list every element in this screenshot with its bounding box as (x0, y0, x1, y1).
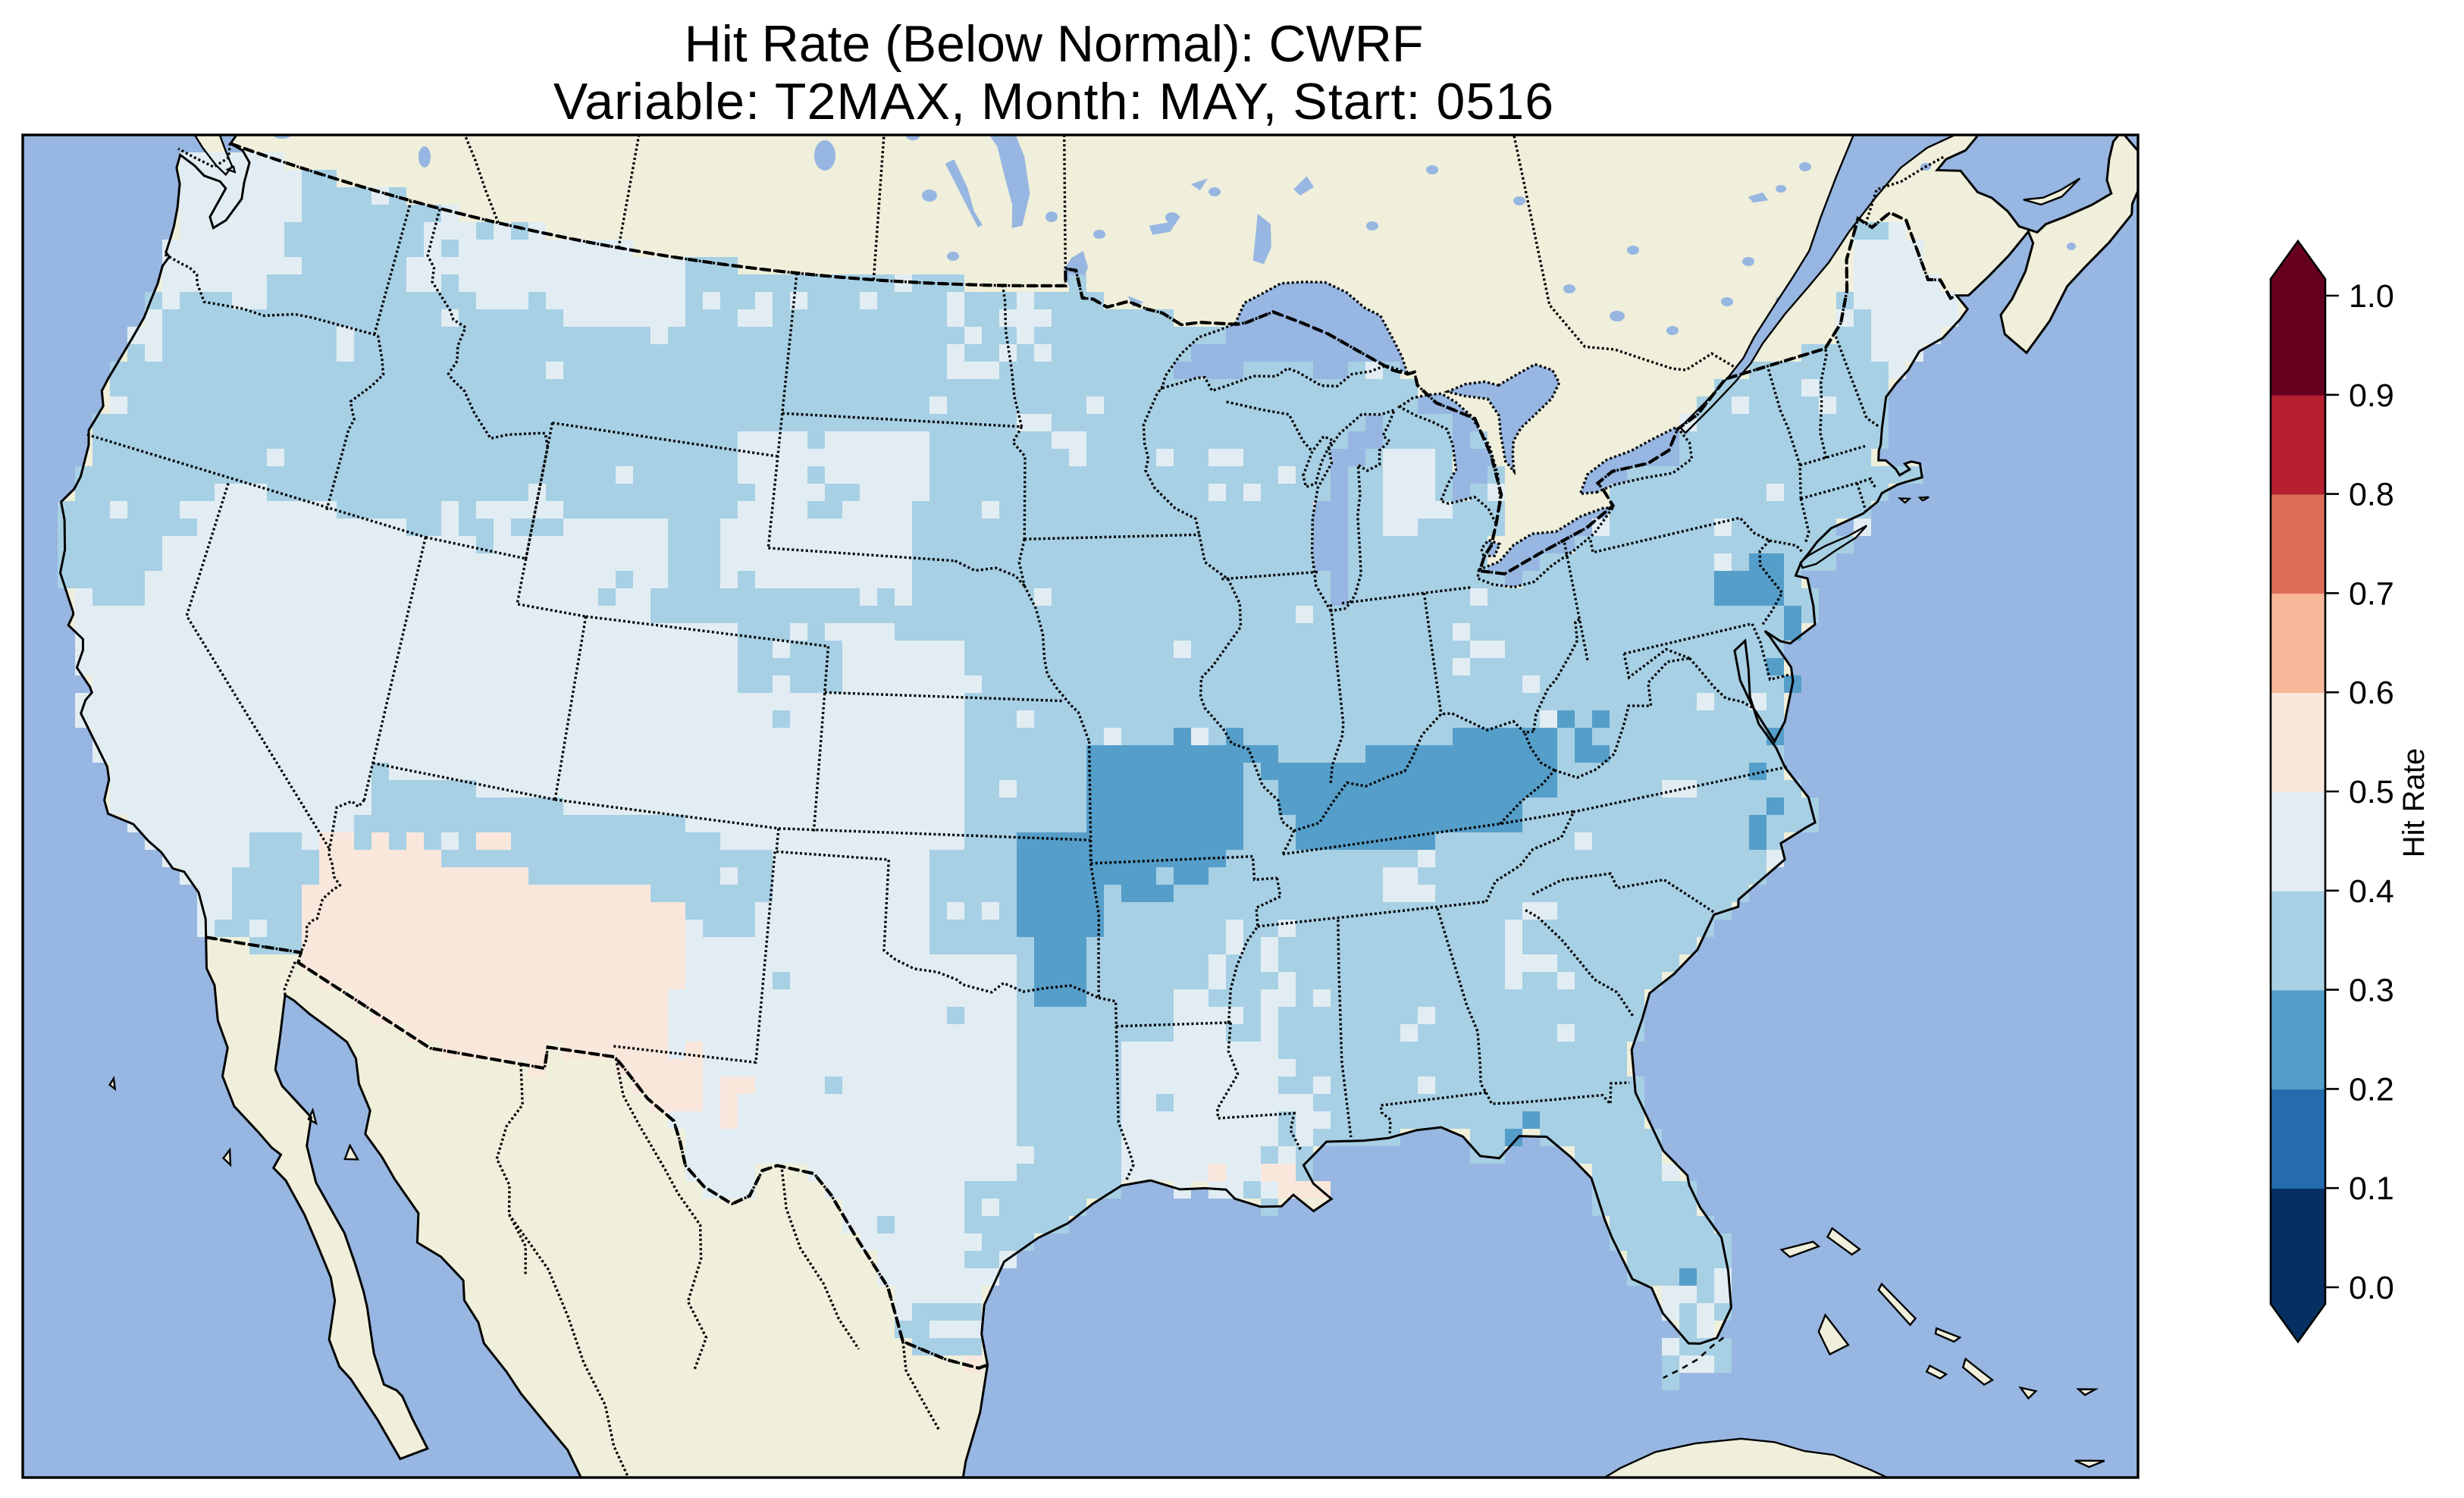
svg-text:0.8: 0.8 (2349, 477, 2394, 513)
svg-text:0.4: 0.4 (2349, 873, 2394, 910)
svg-text:Variable: T2MAX, Month: MAY, S: Variable: T2MAX, Month: MAY, Start: 0516 (553, 73, 1554, 130)
svg-text:0.2: 0.2 (2349, 1071, 2394, 1108)
svg-text:1.0: 1.0 (2349, 278, 2394, 315)
svg-text:0.1: 0.1 (2349, 1171, 2394, 1207)
svg-text:0.5: 0.5 (2349, 774, 2394, 810)
svg-text:0.7: 0.7 (2349, 575, 2394, 612)
svg-text:0.0: 0.0 (2349, 1270, 2394, 1306)
svg-text:0.6: 0.6 (2349, 675, 2394, 711)
svg-text:0.9: 0.9 (2349, 378, 2394, 414)
svg-text:0.3: 0.3 (2349, 973, 2394, 1009)
svg-text:Hit Rate: Hit Rate (2397, 748, 2431, 858)
svg-text:Hit Rate (Below Normal): CWRF: Hit Rate (Below Normal): CWRF (685, 15, 1424, 73)
